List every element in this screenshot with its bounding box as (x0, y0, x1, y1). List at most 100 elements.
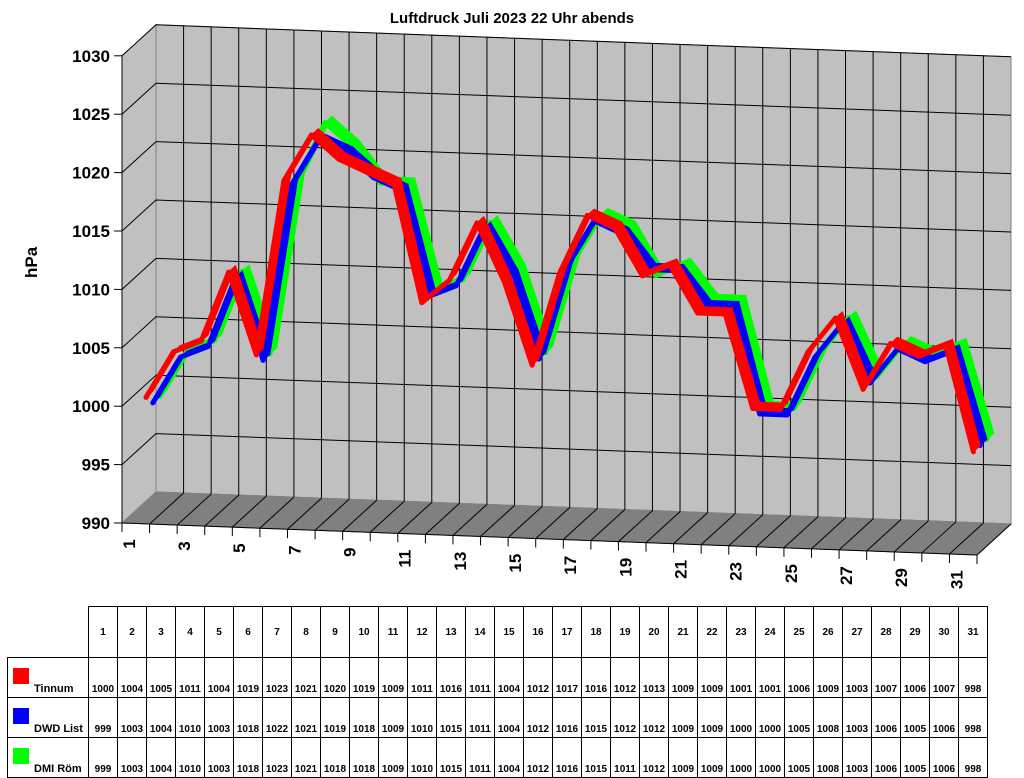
table-header-cell: 6 (233, 606, 263, 658)
table-cell: 1018 (349, 697, 379, 738)
table-header-cell: 20 (639, 606, 669, 658)
table-cell: 1009 (668, 697, 698, 738)
table-cell: 1018 (349, 737, 379, 778)
legend-label: Tinnum (34, 683, 74, 695)
table-cell: 1009 (813, 657, 843, 698)
chart-gridlines (121, 24, 1012, 556)
legend-swatch-icon (13, 748, 29, 764)
table-cell: 999 (88, 737, 118, 778)
y-tick-label: 995 (82, 456, 110, 475)
x-tick-label: 25 (782, 564, 801, 583)
table-cell: 1011 (610, 737, 640, 778)
chart-series (143, 115, 995, 455)
table-cell: 1012 (523, 737, 553, 778)
y-tick-label: 1005 (72, 339, 110, 358)
table-cell: 1005 (900, 737, 930, 778)
data-table: 1 2 3 4 5 6 7 8 9 10 11 12 13 14 15 16 17 18 19 20 21 22 23 24 2… (7, 606, 988, 778)
table-cell: 1010 (407, 737, 437, 778)
table-cell: 1012 (610, 697, 640, 738)
table-cell: 1006 (900, 657, 930, 698)
table-cell: 1009 (378, 737, 408, 778)
table-corner (7, 606, 89, 658)
table-header-cell: 2 (117, 606, 147, 658)
x-tick-label: 3 (175, 541, 194, 550)
table-cell: 1005 (784, 737, 814, 778)
x-tick-label: 31 (947, 570, 966, 589)
table-header-cell: 25 (784, 606, 814, 658)
y-tick-label: 1025 (72, 105, 110, 124)
table-cell: 1012 (610, 657, 640, 698)
table-cell: 1010 (175, 737, 205, 778)
table-header-cell: 5 (204, 606, 234, 658)
chart-title: Luftdruck Juli 2023 22 Uhr abends (389, 10, 635, 27)
table-cell: 1004 (494, 657, 524, 698)
x-tick-label: 21 (672, 560, 691, 579)
table-header-cell: 3 (146, 606, 176, 658)
table-cell: 1004 (146, 697, 176, 738)
legend-swatch-icon (13, 708, 29, 724)
table-cell: 1022 (262, 697, 292, 738)
table-header-cell: 11 (378, 606, 408, 658)
table-header-cell: 28 (871, 606, 901, 658)
table-header-cell: 21 (668, 606, 698, 658)
table-cell: 1023 (262, 737, 292, 778)
table-cell: 1005 (146, 657, 176, 698)
table-header-cell: 23 (726, 606, 756, 658)
table-cell: 1010 (407, 697, 437, 738)
table-cell: 1017 (552, 657, 582, 698)
table-cell: 998 (958, 737, 988, 778)
x-tick-label: 13 (451, 552, 470, 571)
table-cell: 999 (88, 697, 118, 738)
table-row: DWD List 999 1003 1004 1010 1003 1018 1022 1021 1… (7, 697, 988, 738)
table-header-cell: 14 (465, 606, 495, 658)
table-cell: 1012 (523, 697, 553, 738)
x-tick-label: 19 (616, 558, 635, 577)
table-cell: 1015 (436, 737, 466, 778)
table-header-cell: 22 (697, 606, 727, 658)
legend-entry: Tinnum (7, 657, 89, 698)
x-tick-label: 7 (285, 545, 304, 554)
y-tick-label: 1000 (72, 397, 110, 416)
table-cell: 1009 (378, 697, 408, 738)
legend-label: DWD List (34, 723, 83, 735)
table-cell: 1009 (378, 657, 408, 698)
table-cell: 1008 (813, 697, 843, 738)
x-tick-label: 9 (341, 548, 360, 557)
table-cell: 1004 (146, 737, 176, 778)
table-cell: 1005 (900, 697, 930, 738)
table-row: DMI Röm 999 1003 1004 1010 1003 1018 1023 1021 10… (7, 737, 988, 778)
table-cell: 1003 (842, 737, 872, 778)
table-header-cell: 30 (929, 606, 959, 658)
table-header-cell: 27 (842, 606, 872, 658)
table-header-cell: 9 (320, 606, 350, 658)
table-cell: 1019 (233, 657, 263, 698)
table-header-cell: 26 (813, 606, 843, 658)
table-header-cell: 31 (958, 606, 988, 658)
table-cell: 1003 (842, 657, 872, 698)
table-cell: 1012 (639, 737, 669, 778)
table-cell: 1011 (175, 657, 205, 698)
x-tick-label: 11 (396, 550, 415, 568)
table-cell: 1011 (465, 657, 495, 698)
table-header-cell: 17 (552, 606, 582, 658)
table-cell: 1009 (697, 697, 727, 738)
table-header-cell: 15 (494, 606, 524, 658)
table-header-cell: 7 (262, 606, 292, 658)
table-row: Tinnum 1000 1004 1005 1011 1004 1019 1023 1021 10… (7, 657, 988, 698)
table-cell: 1008 (813, 737, 843, 778)
table-cell: 1009 (668, 737, 698, 778)
y-tick-label: 1020 (72, 164, 110, 183)
table-cell: 1012 (639, 697, 669, 738)
table-cell: 1003 (842, 697, 872, 738)
table-cell: 1004 (117, 657, 147, 698)
table-header-cell: 24 (755, 606, 785, 658)
table-header-cell: 4 (175, 606, 205, 658)
legend-entry: DWD List (7, 697, 89, 738)
y-tick-label: 990 (82, 514, 110, 533)
table-cell: 1004 (204, 657, 234, 698)
table-header-cell: 8 (291, 606, 321, 658)
table-cell: 1003 (117, 737, 147, 778)
table-cell: 1006 (871, 697, 901, 738)
table-cell: 1009 (668, 657, 698, 698)
table-cell: 1016 (436, 657, 466, 698)
